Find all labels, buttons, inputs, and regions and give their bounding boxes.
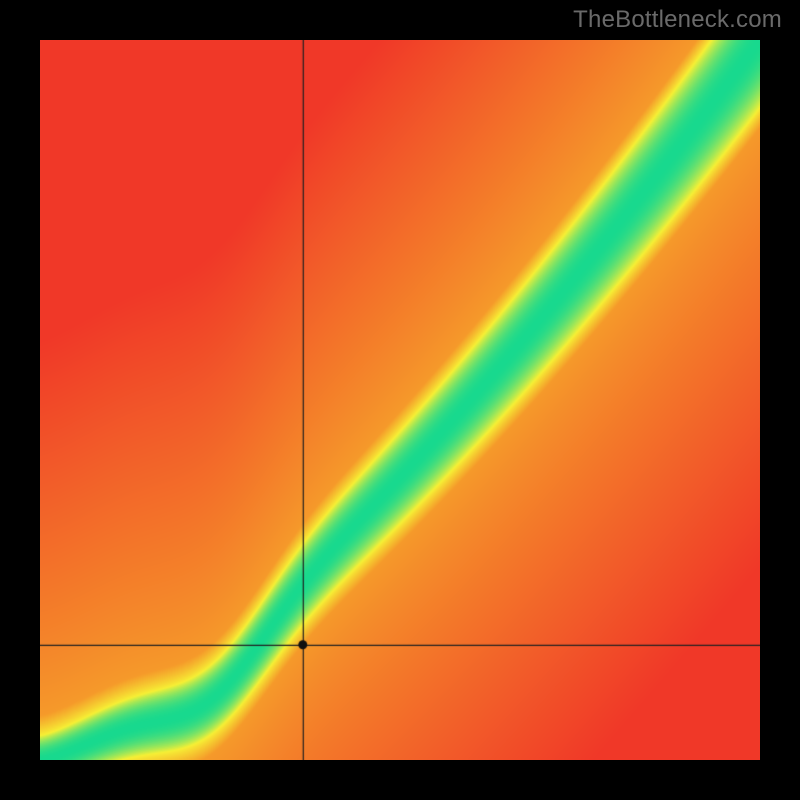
heatmap-canvas [40,40,760,760]
heatmap-plot [40,40,760,760]
watermark-text: TheBottleneck.com [573,6,782,34]
chart-frame: TheBottleneck.com [0,0,800,800]
